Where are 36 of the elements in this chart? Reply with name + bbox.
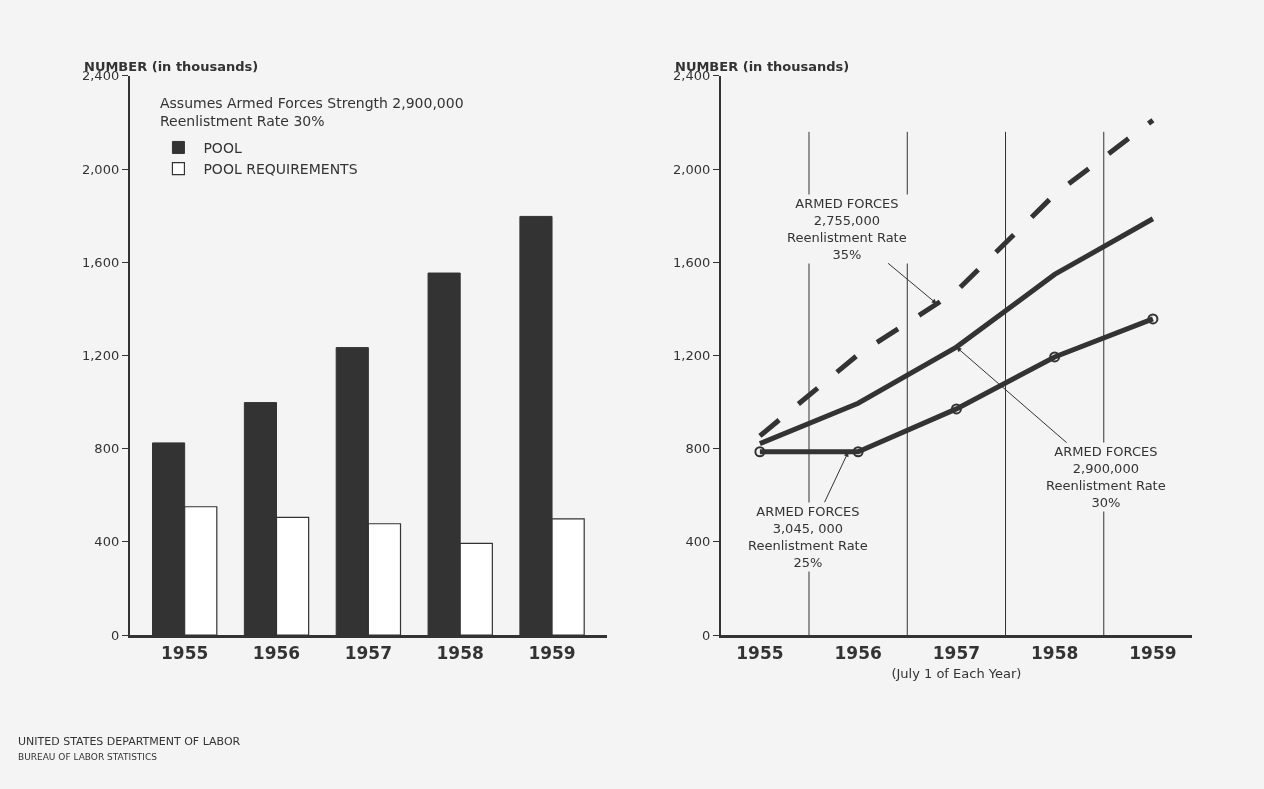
y-tick-label: 1,200 [673, 348, 711, 364]
y-tick-label: 400 [94, 534, 120, 550]
annotation: ARMED FORCES 2,900,000 Reenlistment Rate 30% [1046, 444, 1166, 510]
text: BUREAU OF LABOR STATISTICS [18, 752, 158, 762]
y-tick-label: 2,000 [673, 161, 711, 177]
x-tick-label: 1959 [528, 642, 576, 663]
y-tick-label: 1,200 [81, 348, 120, 364]
y-tick-label: 1,600 [673, 254, 711, 270]
x-tick-label: 1958 [436, 642, 484, 663]
x-tick-label: 1956 [834, 642, 882, 663]
x-tick-label: 1957 [932, 642, 981, 663]
y-tick-label: 800 [685, 441, 711, 457]
point [1147, 313, 1159, 325]
x-tick-label: 1956 [252, 642, 301, 663]
y-tick-label: 800 [94, 441, 120, 457]
x-tick-label: 1955 [161, 642, 209, 663]
text: UNITED STATES DEPARTMENT OF LABOR [18, 735, 241, 748]
point [950, 403, 962, 415]
y-tick-label: 0 [110, 627, 120, 643]
legend-label: POOL [203, 139, 242, 156]
x-tick-label: 1959 [1129, 642, 1177, 663]
point [754, 446, 766, 458]
y-tick-label: 0 [701, 627, 711, 643]
x-axis-title: (July 1 of Each Year) [891, 666, 1022, 682]
x-tick-label: 1958 [1030, 642, 1079, 663]
legend-label: POOL REQUIREMENTS [203, 161, 358, 178]
annotation: ARMED FORCES 3,045, 000 Reenlistment Rate 25% [748, 504, 868, 570]
point [852, 446, 864, 458]
annotation: Assumes Armed Forces Strength 2,900,000 Reenlistment Rate 30% [160, 95, 464, 130]
y-tick-label: 1,600 [81, 254, 120, 270]
x-tick-label: 1955 [736, 642, 784, 663]
y-tick-label: 400 [685, 534, 711, 550]
annotation: ARMED FORCES 2,755,000 Reenlistment Rate 35% [787, 196, 907, 262]
x-tick-label: 1957 [344, 642, 393, 663]
point [1049, 351, 1061, 363]
y-tick-label: 2,000 [81, 161, 120, 177]
